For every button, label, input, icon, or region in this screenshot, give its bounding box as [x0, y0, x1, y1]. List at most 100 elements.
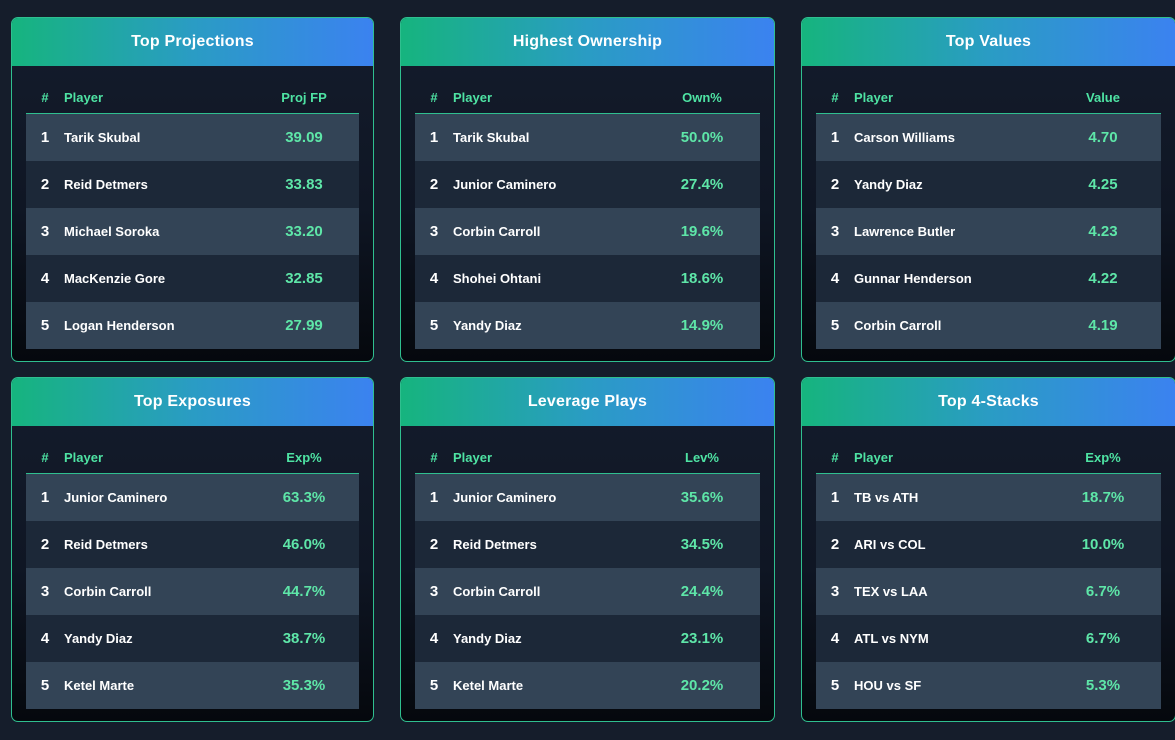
row-rank: 4 — [40, 270, 50, 287]
header-rank: # — [831, 90, 839, 105]
row-player: Shohei Ohtani — [453, 271, 542, 286]
row-rank: 1 — [429, 129, 439, 146]
row-rank: 1 — [830, 129, 840, 146]
header-value: Own% — [682, 90, 722, 105]
table-row: 1 Junior Caminero 35.6% — [415, 474, 760, 521]
table-row: 3 TEX vs LAA 6.7% — [816, 568, 1161, 615]
row-player: TEX vs LAA — [854, 584, 928, 599]
header-value: Exp% — [286, 450, 322, 465]
row-value: 24.4% — [680, 583, 724, 600]
row-rank: 1 — [40, 489, 50, 506]
row-value: 14.9% — [680, 317, 724, 334]
header-player: Player — [64, 90, 104, 105]
card-highest-ownership: Highest Ownership # Player Own% 1 Tarik S… — [400, 17, 775, 362]
row-value: 5.3% — [1085, 677, 1121, 694]
row-player: Ketel Marte — [453, 678, 524, 693]
row-rank: 1 — [830, 489, 840, 506]
table-header: # Player Own% — [415, 88, 760, 114]
row-value: 4.23 — [1088, 223, 1118, 240]
row-value: 32.85 — [285, 270, 323, 287]
row-value: 6.7% — [1085, 630, 1121, 647]
card-top-exposures: Top Exposures # Player Exp% 1 Junior Cami… — [11, 377, 374, 722]
row-rank: 5 — [830, 317, 840, 334]
table-row: 2 Junior Caminero 27.4% — [415, 161, 760, 208]
table-row: 4 Yandy Diaz 23.1% — [415, 615, 760, 662]
card-top-projections: Top Projections # Player Proj FP 1 Tarik … — [11, 17, 374, 362]
row-value: 18.7% — [1081, 489, 1125, 506]
row-player: Corbin Carroll — [453, 224, 541, 239]
stats-table: # Player Value 1 Carson Williams 4.70 2 Yan… — [816, 88, 1161, 349]
table-row: 3 Corbin Carroll 19.6% — [415, 208, 760, 255]
table-row: 5 Ketel Marte 35.3% — [26, 662, 359, 709]
row-player: Yandy Diaz — [453, 318, 522, 333]
row-value: 20.2% — [680, 677, 724, 694]
row-rank: 4 — [40, 630, 50, 647]
table-header: # Player Lev% — [415, 448, 760, 474]
row-player: Corbin Carroll — [64, 584, 152, 599]
card-title: Top Projections — [12, 18, 373, 66]
row-player: Reid Detmers — [64, 537, 148, 552]
row-player: TB vs ATH — [854, 490, 919, 505]
table-row: 2 Yandy Diaz 4.25 — [816, 161, 1161, 208]
row-rank: 2 — [40, 176, 50, 193]
row-player: Tarik Skubal — [453, 130, 530, 145]
card-title: Highest Ownership — [401, 18, 774, 66]
row-player: Yandy Diaz — [64, 631, 133, 646]
row-rank: 3 — [830, 223, 840, 240]
row-value: 19.6% — [680, 223, 724, 240]
row-player: MacKenzie Gore — [64, 271, 166, 286]
row-value: 34.5% — [680, 536, 724, 553]
card-title: Leverage Plays — [401, 378, 774, 426]
row-value: 4.22 — [1088, 270, 1118, 287]
card-leverage-plays: Leverage Plays # Player Lev% 1 Junior Cam… — [400, 377, 775, 722]
row-rank: 5 — [429, 677, 439, 694]
row-player: Corbin Carroll — [854, 318, 942, 333]
card-title: Top 4-Stacks — [802, 378, 1175, 426]
row-value: 35.3% — [282, 677, 326, 694]
header-player: Player — [854, 450, 894, 465]
table-header: # Player Proj FP — [26, 88, 359, 114]
row-player: Reid Detmers — [453, 537, 537, 552]
row-rank: 2 — [40, 536, 50, 553]
table-row: 2 Reid Detmers 46.0% — [26, 521, 359, 568]
row-rank: 2 — [830, 176, 840, 193]
row-value: 4.25 — [1088, 176, 1118, 193]
header-value: Value — [1086, 90, 1120, 105]
row-rank: 3 — [40, 223, 50, 240]
header-value: Exp% — [1085, 450, 1121, 465]
table-row: 1 Tarik Skubal 50.0% — [415, 114, 760, 161]
row-value: 35.6% — [680, 489, 724, 506]
row-value: 38.7% — [282, 630, 326, 647]
table-row: 1 TB vs ATH 18.7% — [816, 474, 1161, 521]
row-player: Junior Caminero — [453, 490, 557, 505]
row-value: 10.0% — [1081, 536, 1125, 553]
card-title: Top Exposures — [12, 378, 373, 426]
row-rank: 5 — [429, 317, 439, 334]
table-row: 5 Corbin Carroll 4.19 — [816, 302, 1161, 349]
table-row: 3 Michael Soroka 33.20 — [26, 208, 359, 255]
row-value: 46.0% — [282, 536, 326, 553]
stats-table: # Player Proj FP 1 Tarik Skubal 39.09 2 Rei… — [26, 88, 359, 349]
table-row: 5 Yandy Diaz 14.9% — [415, 302, 760, 349]
header-player: Player — [453, 90, 493, 105]
row-rank: 3 — [40, 583, 50, 600]
table-body: 1 Junior Caminero 63.3% 2 Reid Detmers 46.0%… — [26, 474, 359, 709]
table-body: 1 Tarik Skubal 50.0% 2 Junior Caminero 27.4%… — [415, 114, 760, 349]
row-value: 18.6% — [680, 270, 724, 287]
header-player: Player — [64, 450, 104, 465]
row-rank: 3 — [830, 583, 840, 600]
row-rank: 3 — [429, 223, 439, 240]
header-rank: # — [41, 450, 49, 465]
table-row: 2 Reid Detmers 34.5% — [415, 521, 760, 568]
header-rank: # — [831, 450, 839, 465]
table-row: 4 ATL vs NYM 6.7% — [816, 615, 1161, 662]
row-rank: 1 — [40, 129, 50, 146]
row-rank: 1 — [429, 489, 439, 506]
row-player: Michael Soroka — [64, 224, 160, 239]
table-row: 5 Logan Henderson 27.99 — [26, 302, 359, 349]
table-row: 4 Gunnar Henderson 4.22 — [816, 255, 1161, 302]
header-value: Proj FP — [281, 90, 327, 105]
row-player: Logan Henderson — [64, 318, 175, 333]
row-value: 27.99 — [285, 317, 323, 334]
table-header: # Player Exp% — [816, 448, 1161, 474]
